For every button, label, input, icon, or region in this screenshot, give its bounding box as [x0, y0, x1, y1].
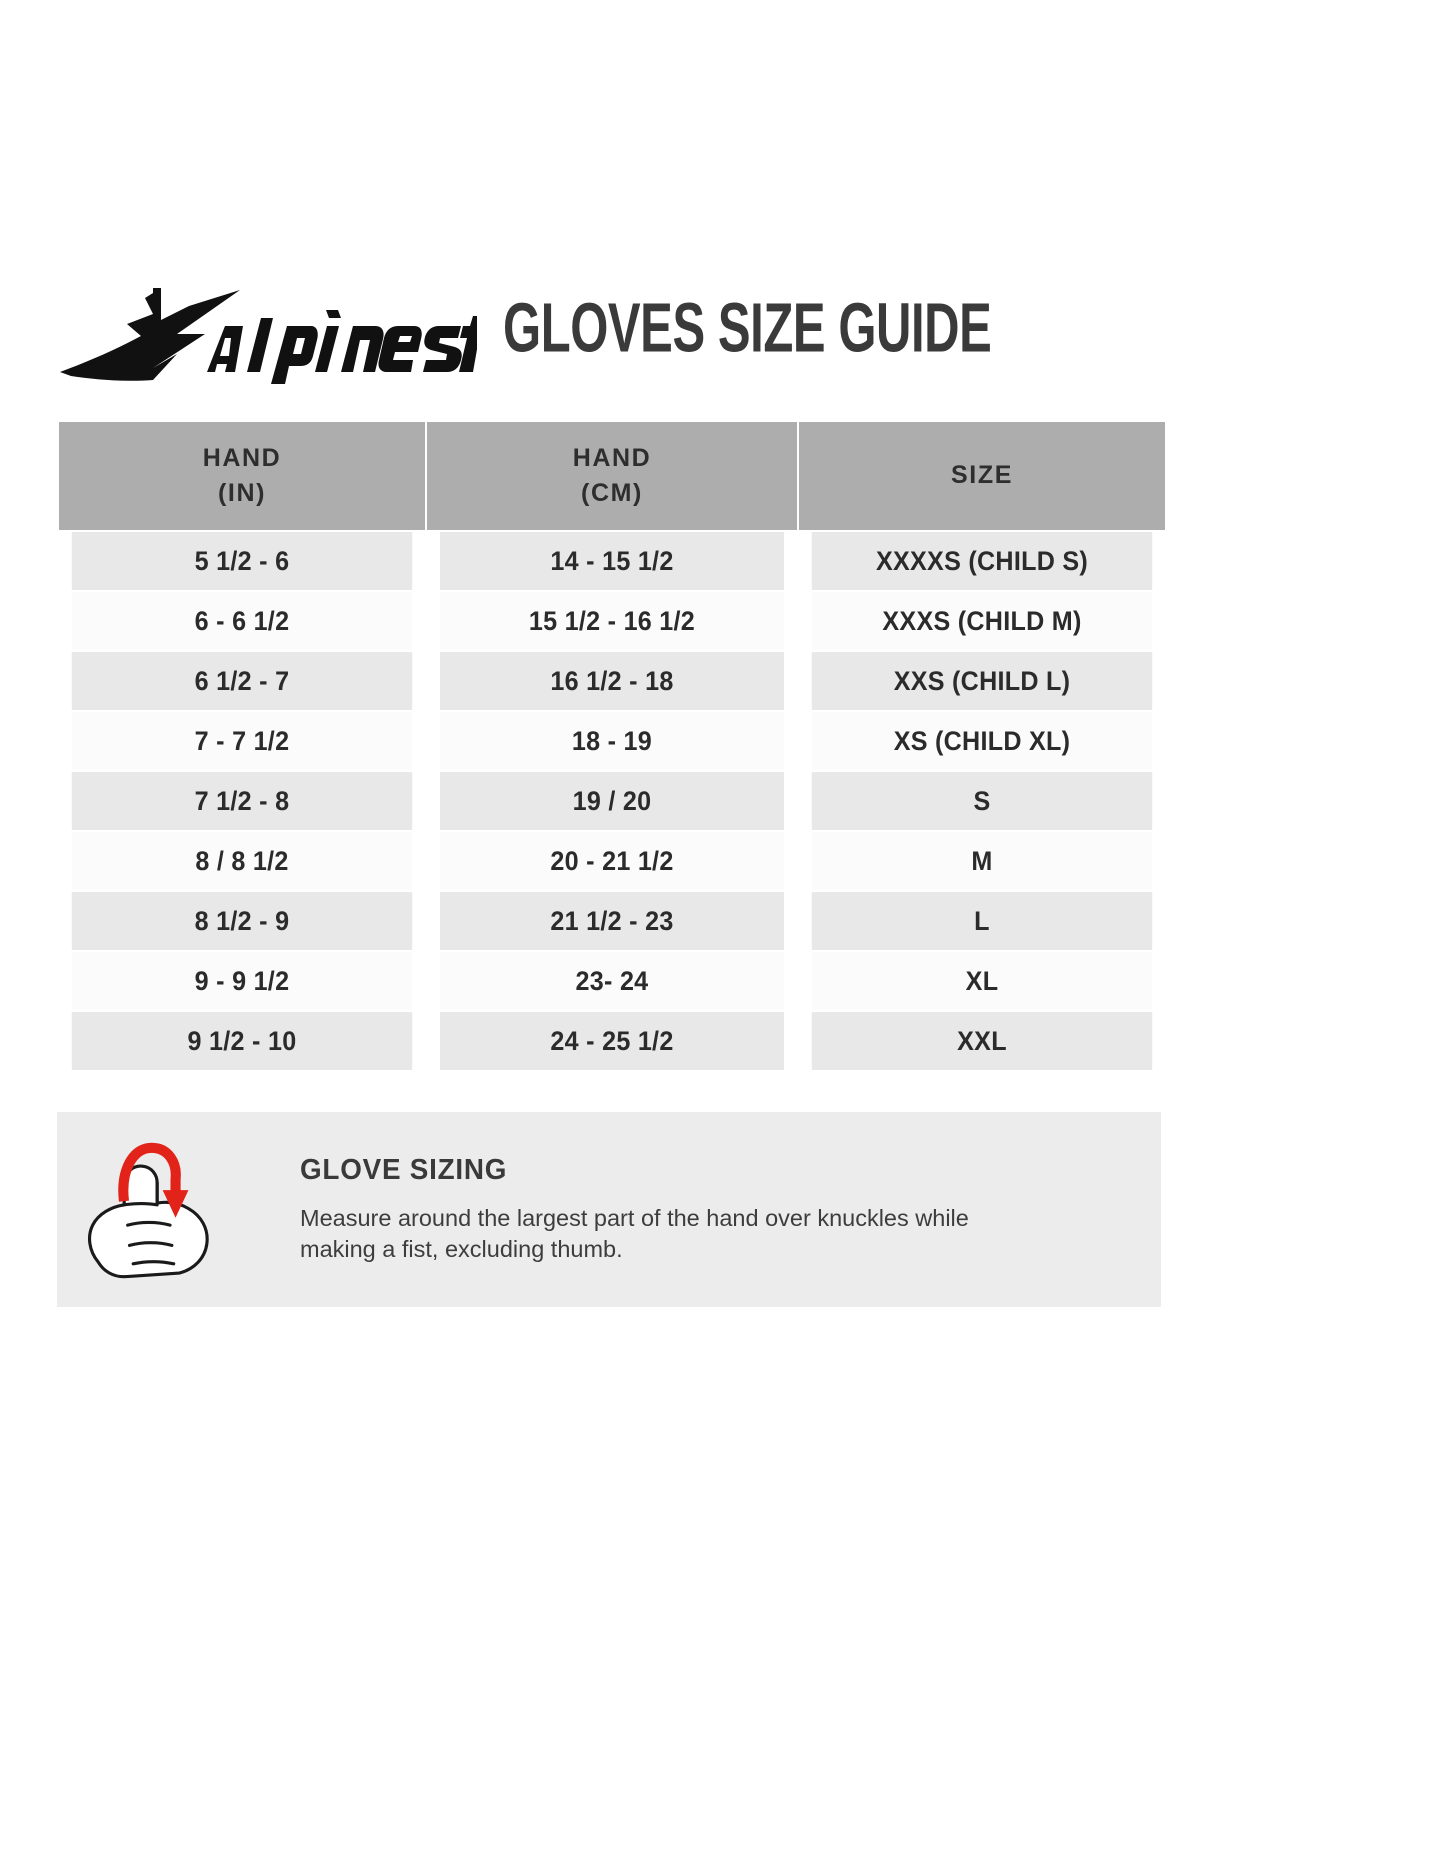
table-row: 5 1/2 - 6 14 - 15 1/2 XXXXS (CHILD S) — [59, 532, 1165, 590]
note-title: GLOVE SIZING — [300, 1153, 508, 1186]
cell-size: XXL — [811, 1012, 1153, 1070]
glove-sizing-note-panel: GLOVE SIZING Measure around the largest … — [57, 1112, 1161, 1307]
cell-hand-cm: 20 - 21 1/2 — [439, 832, 785, 890]
column-header-hand-in: HAND (IN) — [59, 422, 425, 530]
column-header-line1: SIZE — [951, 461, 1013, 490]
column-header-line1: HAND — [202, 443, 282, 472]
cell-size: L — [811, 892, 1153, 950]
cell-hand-in: 9 1/2 - 10 — [71, 1012, 413, 1070]
cell-size: S — [811, 772, 1153, 830]
cell-hand-cm: 15 1/2 - 16 1/2 — [439, 592, 785, 650]
note-description-line1: Measure around the largest part of the h… — [300, 1204, 969, 1231]
cell-size: XXS (CHILD L) — [811, 652, 1153, 710]
table-row: 8 1/2 - 9 21 1/2 - 23 L — [59, 892, 1165, 950]
table-row: 7 1/2 - 8 19 / 20 S — [59, 772, 1165, 830]
cell-hand-cm: 23- 24 — [439, 952, 785, 1010]
fist-hand-measure-arrow-icon — [57, 1112, 272, 1307]
cell-hand-in: 6 - 6 1/2 — [71, 592, 413, 650]
cell-size: XXXS (CHILD M) — [811, 592, 1153, 650]
cell-hand-cm: 19 / 20 — [439, 772, 785, 830]
cell-hand-cm: 14 - 15 1/2 — [439, 532, 785, 590]
cell-hand-cm: 18 - 19 — [439, 712, 785, 770]
page-header: GLOVES SIZE GUIDE — [57, 272, 1160, 390]
note-text-block: GLOVE SIZING Measure around the largest … — [272, 1154, 1009, 1266]
page-title: GLOVES SIZE GUIDE — [503, 288, 992, 367]
size-chart-table: HAND (IN) HAND (CM) SIZE 5 1/2 - 6 14 - … — [57, 420, 1167, 1072]
table-row: 8 / 8 1/2 20 - 21 1/2 M — [59, 832, 1165, 890]
column-header-line1: HAND — [572, 443, 652, 472]
cell-hand-in: 8 1/2 - 9 — [71, 892, 413, 950]
table-row: 9 - 9 1/2 23- 24 XL — [59, 952, 1165, 1010]
table-row: 6 1/2 - 7 16 1/2 - 18 XXS (CHILD L) — [59, 652, 1165, 710]
alpinestars-star-logo-icon — [57, 276, 477, 386]
cell-hand-cm: 24 - 25 1/2 — [439, 1012, 785, 1070]
cell-hand-in: 9 - 9 1/2 — [71, 952, 413, 1010]
cell-hand-in: 7 - 7 1/2 — [71, 712, 413, 770]
table-row: 9 1/2 - 10 24 - 25 1/2 XXL — [59, 1012, 1165, 1070]
cell-hand-in: 5 1/2 - 6 — [71, 532, 413, 590]
cell-size: XS (CHILD XL) — [811, 712, 1153, 770]
cell-hand-cm: 21 1/2 - 23 — [439, 892, 785, 950]
note-description-line2: making a fist, excluding thumb. — [300, 1236, 623, 1262]
column-header-line2: (IN) — [217, 479, 267, 507]
cell-hand-in: 7 1/2 - 8 — [71, 772, 413, 830]
cell-hand-in: 8 / 8 1/2 — [71, 832, 413, 890]
note-description: Measure around the largest part of the h… — [300, 1203, 969, 1266]
column-header-hand-cm: HAND (CM) — [427, 422, 797, 530]
cell-size: XL — [811, 952, 1153, 1010]
cell-hand-cm: 16 1/2 - 18 — [439, 652, 785, 710]
table-row: 6 - 6 1/2 15 1/2 - 16 1/2 XXXS (CHILD M) — [59, 592, 1165, 650]
table-header-row: HAND (IN) HAND (CM) SIZE — [59, 422, 1165, 530]
table-row: 7 - 7 1/2 18 - 19 XS (CHILD XL) — [59, 712, 1165, 770]
cell-hand-in: 6 1/2 - 7 — [71, 652, 413, 710]
column-header-size: SIZE — [799, 422, 1165, 530]
cell-size: XXXXS (CHILD S) — [811, 532, 1153, 590]
cell-size: M — [811, 832, 1153, 890]
column-header-line2: (CM) — [581, 479, 643, 507]
